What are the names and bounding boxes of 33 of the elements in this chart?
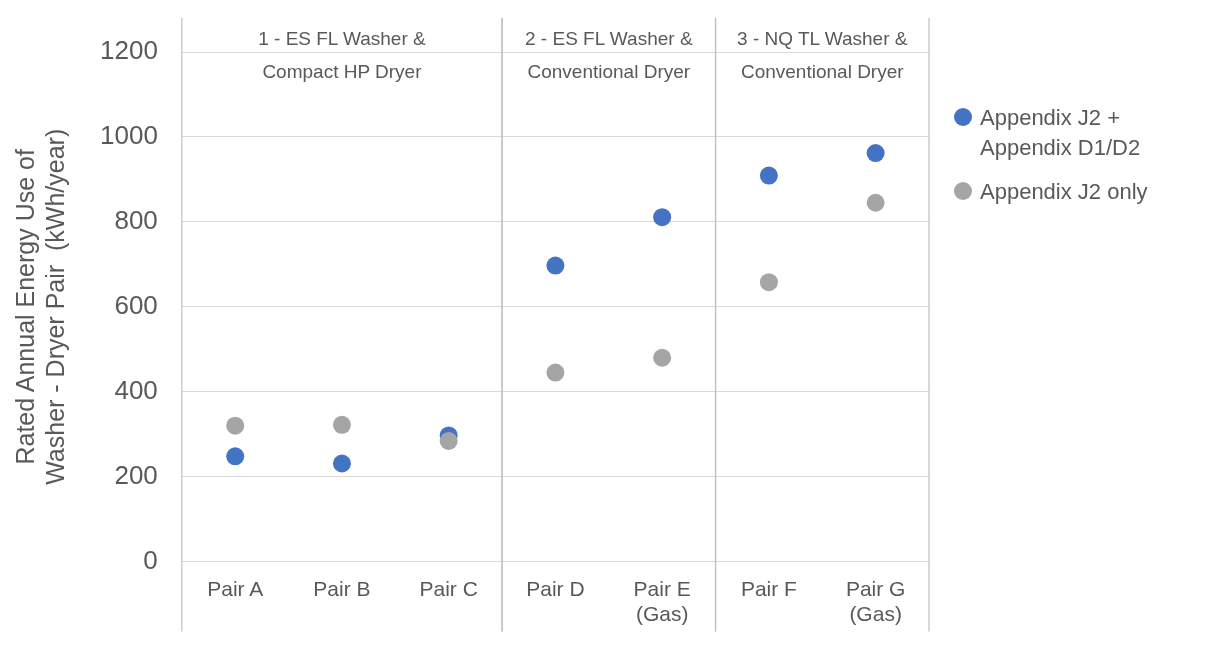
y-tick-label: 800: [114, 205, 158, 236]
y-tick-label: 1200: [100, 35, 158, 66]
x-tick-label: Pair G (Gas): [845, 577, 906, 626]
point: [226, 416, 245, 435]
y-tick-label: 0: [143, 544, 158, 575]
point: [546, 363, 565, 382]
point: [439, 432, 458, 450]
y-tick-label: 200: [114, 459, 158, 490]
y-tick-label: 600: [114, 289, 158, 320]
point: [332, 415, 351, 434]
point: [866, 144, 885, 163]
annotation: 1 - ES FL Washer & Compact HP Dryer: [258, 28, 427, 83]
legend-label: Appendix J2 + Appendix D1/D2: [980, 104, 1142, 162]
point: [653, 208, 672, 227]
x-tick-label: Pair A: [207, 577, 264, 600]
x-tick-label: Pair F: [740, 577, 797, 600]
legend-label: Appendix J2 only: [980, 178, 1148, 206]
annotation: 2 - ES FL Washer & Conventional Dryer: [525, 28, 693, 83]
point: [226, 447, 245, 466]
y-tick-label: 1000: [100, 120, 158, 151]
point: [332, 454, 351, 473]
x-tick-label: Pair B: [313, 577, 371, 600]
point: [759, 166, 778, 185]
point: [653, 348, 672, 367]
x-tick-label: Pair D: [526, 577, 585, 600]
x-tick-label: Pair C: [419, 577, 478, 600]
point: [546, 256, 565, 275]
point: [759, 273, 778, 292]
y-tick-label: 400: [114, 374, 158, 405]
y-axis-title: Rated Annual Energy Use of Washer - Dryer Pair (kWh/year): [10, 128, 69, 485]
x-tick-label: Pair E (Gas): [633, 577, 691, 626]
point: [866, 193, 885, 212]
annotation: 3 - NQ TL Washer & Conventional Dryer: [737, 28, 908, 83]
